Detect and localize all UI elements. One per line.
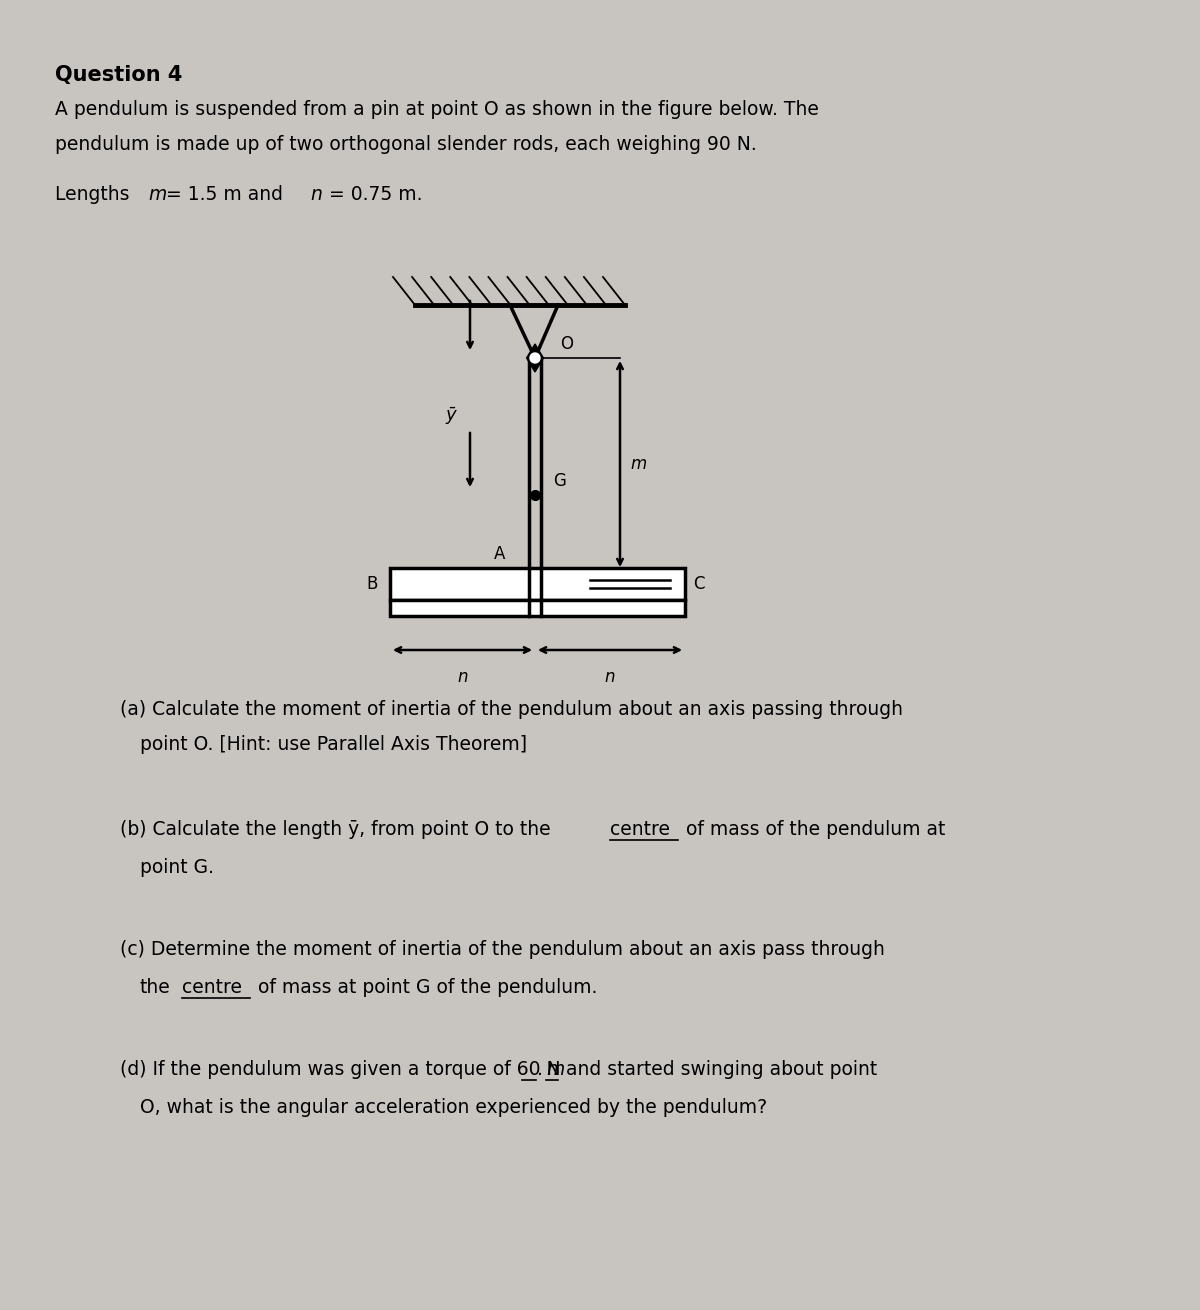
Text: point G.: point G. bbox=[140, 858, 214, 876]
Text: = 1.5 m and: = 1.5 m and bbox=[160, 185, 289, 204]
Text: (a) Calculate the moment of inertia of the pendulum about an axis passing throug: (a) Calculate the moment of inertia of t… bbox=[120, 700, 904, 719]
Text: O, what is the angular acceleration experienced by the pendulum?: O, what is the angular acceleration expe… bbox=[140, 1098, 767, 1117]
Text: m: m bbox=[148, 185, 167, 204]
Circle shape bbox=[530, 352, 540, 363]
Text: = 0.75 m.: = 0.75 m. bbox=[323, 185, 422, 204]
Text: (b) Calculate the length ȳ, from point O to the: (b) Calculate the length ȳ, from point O… bbox=[120, 820, 557, 838]
Text: G: G bbox=[553, 472, 566, 490]
Text: Lengths: Lengths bbox=[55, 185, 136, 204]
Text: n: n bbox=[310, 185, 322, 204]
Text: m: m bbox=[630, 455, 647, 473]
Text: B: B bbox=[367, 575, 378, 593]
Text: $\bar{y}$: $\bar{y}$ bbox=[445, 406, 458, 427]
Text: and started swinging about point: and started swinging about point bbox=[560, 1060, 877, 1079]
Text: pendulum is made up of two orthogonal slender rods, each weighing 90 N.: pendulum is made up of two orthogonal sl… bbox=[55, 135, 757, 155]
Bar bbox=[390, 569, 685, 600]
Polygon shape bbox=[527, 345, 544, 372]
Text: A pendulum is suspended from a pin at point O as shown in the figure below. The: A pendulum is suspended from a pin at po… bbox=[55, 100, 818, 119]
Text: (d) If the pendulum was given a torque of 60 N: (d) If the pendulum was given a torque o… bbox=[120, 1060, 560, 1079]
Text: A: A bbox=[493, 545, 505, 563]
Text: Question 4: Question 4 bbox=[55, 66, 182, 85]
Text: of mass at point G of the pendulum.: of mass at point G of the pendulum. bbox=[252, 979, 598, 997]
Text: the: the bbox=[140, 979, 170, 997]
Text: .: . bbox=[538, 1060, 542, 1079]
Text: O: O bbox=[560, 335, 574, 352]
Text: (c) Determine the moment of inertia of the pendulum about an axis pass through: (c) Determine the moment of inertia of t… bbox=[120, 941, 884, 959]
Text: of mass of the pendulum at: of mass of the pendulum at bbox=[680, 820, 946, 838]
Text: C: C bbox=[694, 575, 704, 593]
Text: n: n bbox=[605, 668, 616, 686]
Bar bbox=[390, 600, 685, 616]
Text: m: m bbox=[546, 1060, 564, 1079]
Text: n: n bbox=[457, 668, 468, 686]
Text: centre: centre bbox=[182, 979, 242, 997]
Text: point O. [Hint: use Parallel Axis Theorem]: point O. [Hint: use Parallel Axis Theore… bbox=[140, 735, 527, 755]
Text: centre: centre bbox=[610, 820, 670, 838]
